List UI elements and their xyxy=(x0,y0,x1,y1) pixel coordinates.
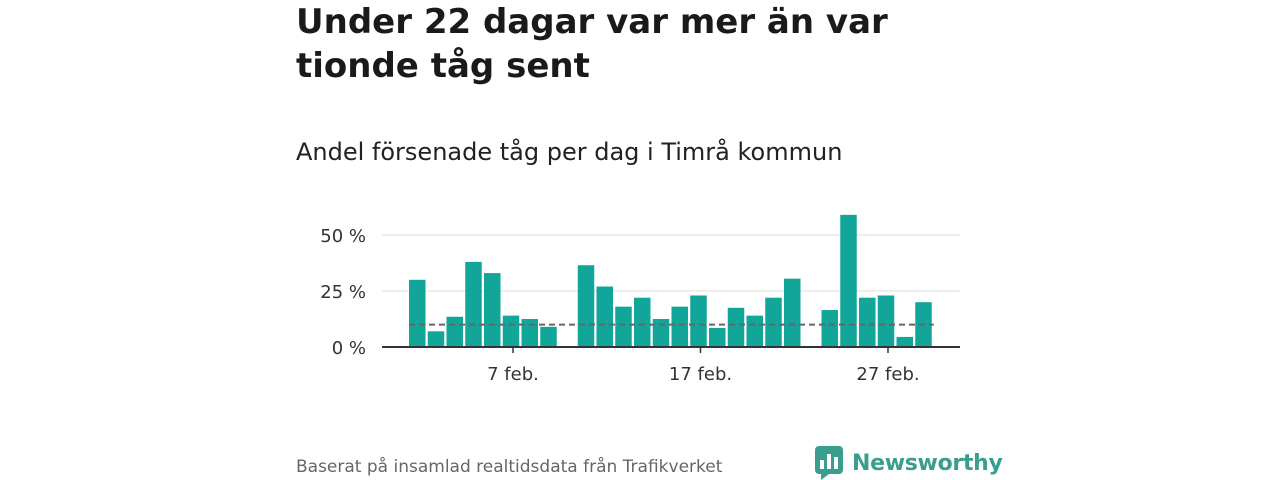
bar xyxy=(859,297,876,347)
bar xyxy=(784,278,801,347)
x-tick-label: 17 feb. xyxy=(669,364,732,385)
bar xyxy=(484,273,501,347)
bar xyxy=(652,319,670,347)
bar xyxy=(877,295,895,347)
bar-chart: 0 % 25 % 50 % 7 feb. 17 feb. 27 feb. xyxy=(320,214,960,385)
bar xyxy=(821,310,838,347)
y-tick-label: 25 % xyxy=(320,282,366,303)
bar xyxy=(671,306,688,347)
bar xyxy=(896,336,913,347)
bar xyxy=(596,286,613,347)
bar xyxy=(540,326,557,347)
bar xyxy=(840,214,857,347)
bar xyxy=(409,279,426,347)
chart-subtitle: Andel försenade tåg per dag i Timrå komm… xyxy=(296,138,843,166)
y-axis-ticks: 0 % 25 % 50 % xyxy=(320,226,366,359)
newsworthy-logo[interactable]: Newsworthy xyxy=(815,446,1003,480)
y-tick-label: 50 % xyxy=(320,226,366,247)
bar xyxy=(765,297,782,347)
x-tick-label: 7 feb. xyxy=(487,364,539,385)
bar xyxy=(577,265,595,347)
bar xyxy=(746,315,763,347)
y-tick-label: 0 % xyxy=(332,338,366,359)
chart-title: Under 22 dagar var mer än var tionde tåg… xyxy=(296,2,888,86)
bar xyxy=(615,306,632,347)
bar xyxy=(446,316,463,347)
bar xyxy=(690,295,707,347)
source-note: Baserat på insamlad realtidsdata från Tr… xyxy=(296,457,723,477)
x-axis-ticks: 7 feb. 17 feb. 27 feb. xyxy=(487,347,920,385)
bar xyxy=(521,319,538,347)
logo-text: Newsworthy xyxy=(852,450,1003,476)
bar xyxy=(427,331,445,347)
x-tick-label: 27 feb. xyxy=(856,364,919,385)
bar-chart-bubble-icon xyxy=(815,446,843,480)
bars xyxy=(409,214,932,347)
bar xyxy=(727,307,745,347)
bar xyxy=(502,315,520,347)
bar xyxy=(709,327,726,347)
bar xyxy=(465,261,482,347)
bar xyxy=(634,297,651,347)
